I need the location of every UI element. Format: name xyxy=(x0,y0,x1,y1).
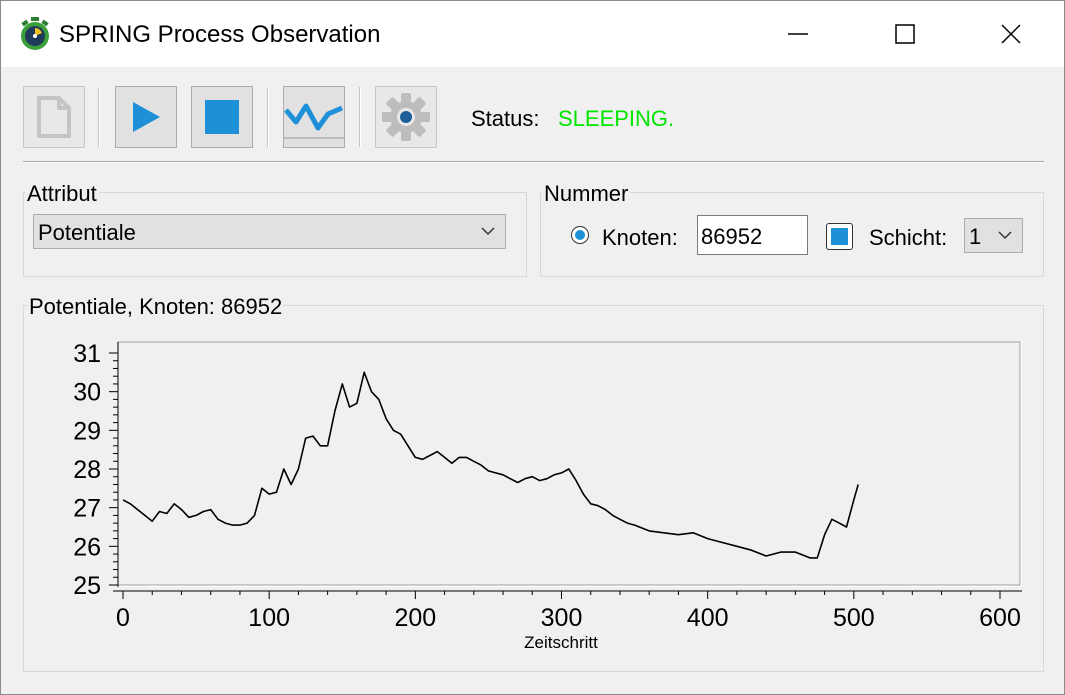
y-tick-label: 26 xyxy=(73,533,101,561)
attribut-selected-value: Potentiale xyxy=(38,220,136,245)
y-tick-label: 30 xyxy=(73,379,101,407)
series-line xyxy=(122,371,859,559)
attribut-group xyxy=(23,192,527,277)
toolbar-separator xyxy=(98,87,100,147)
knoten-label: Knoten: xyxy=(602,225,678,250)
knoten-input[interactable]: 86952 xyxy=(697,215,808,255)
status-value: SLEEPING. xyxy=(558,106,675,131)
status-label: Status: xyxy=(471,106,540,131)
maximize-button[interactable] xyxy=(853,1,957,67)
stopwatch-icon xyxy=(19,17,51,51)
gear-icon xyxy=(382,93,430,141)
document-icon xyxy=(37,96,71,138)
x-tick-label: 0 xyxy=(116,604,130,632)
line-chart-icon xyxy=(284,103,344,139)
schicht-dropdown[interactable]: 1 xyxy=(964,218,1023,253)
settings-button[interactable] xyxy=(375,86,437,148)
x-tick-label: 400 xyxy=(687,604,729,632)
window-title: SPRING Process Observation xyxy=(59,21,381,48)
toolbar-separator xyxy=(359,87,361,147)
knoten-radio[interactable] xyxy=(571,226,589,244)
new-document-button[interactable] xyxy=(23,86,85,148)
nummer-group-title: Nummer xyxy=(542,181,631,207)
nummer-group xyxy=(540,192,1044,277)
y-tick-label: 31 xyxy=(73,340,101,368)
x-tick-label: 500 xyxy=(833,604,875,632)
close-button[interactable] xyxy=(959,1,1063,67)
schicht-value: 1 xyxy=(969,224,982,249)
x-tick-label: 300 xyxy=(541,604,583,632)
maximize-icon xyxy=(895,24,915,44)
stop-icon xyxy=(205,100,239,134)
y-tick-label: 29 xyxy=(73,417,101,445)
play-icon xyxy=(133,102,160,132)
y-tick-label: 27 xyxy=(73,495,101,523)
minimize-icon xyxy=(788,33,808,35)
title-bar[interactable]: SPRING Process Observation xyxy=(1,1,1064,67)
minimize-button[interactable] xyxy=(746,1,850,67)
schicht-checkbox[interactable] xyxy=(826,223,853,250)
plot-frame xyxy=(117,341,1021,586)
chevron-down-icon xyxy=(481,227,495,236)
attribut-dropdown[interactable]: Potentiale xyxy=(33,214,506,249)
close-icon xyxy=(1001,24,1021,44)
x-axis-label: Zeitschritt xyxy=(524,633,598,652)
chart-panel-title: Potentiale, Knoten: 86952 xyxy=(28,294,284,320)
chevron-down-icon xyxy=(998,231,1012,240)
x-tick-label: 600 xyxy=(979,604,1021,632)
y-tick-label: 28 xyxy=(73,456,101,484)
schicht-label: Schicht: xyxy=(869,225,948,250)
chart-button[interactable] xyxy=(283,86,345,148)
chart-group xyxy=(23,305,1044,672)
x-tick-label: 100 xyxy=(248,604,290,632)
stop-button[interactable] xyxy=(191,86,253,148)
toolbar-divider xyxy=(23,161,1044,163)
toolbar-separator xyxy=(267,87,269,147)
y-tick-label: 25 xyxy=(73,572,101,600)
attribut-group-title: Attribut xyxy=(25,181,99,207)
x-tick-label: 200 xyxy=(394,604,436,632)
knoten-value: 86952 xyxy=(701,224,763,249)
play-button[interactable] xyxy=(115,86,177,148)
